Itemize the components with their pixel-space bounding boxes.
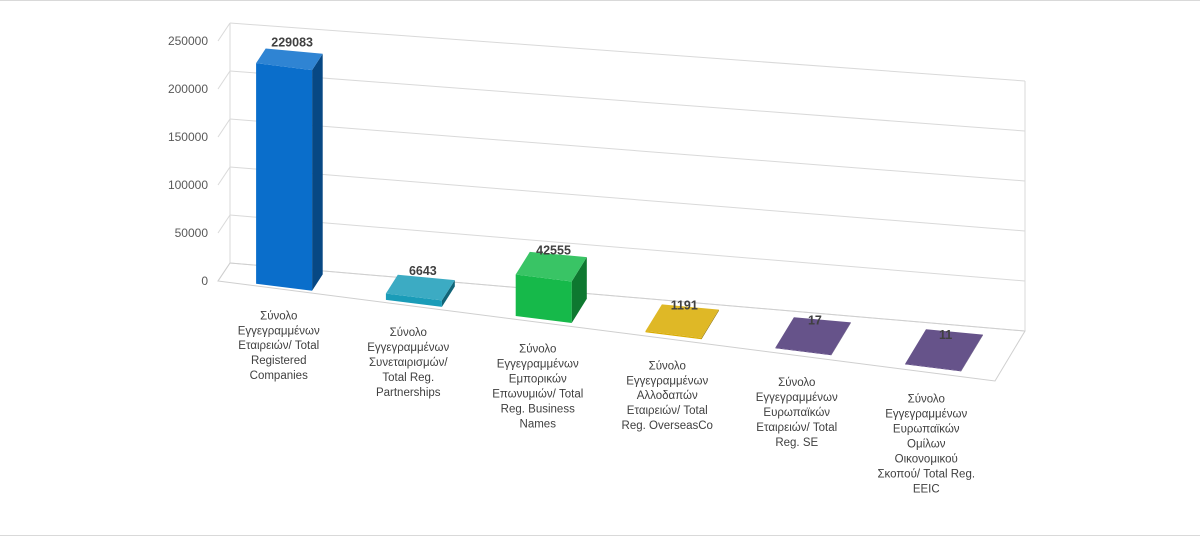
- category-label-line: Reg. OverseasCo: [622, 420, 713, 432]
- data-label: 11: [939, 328, 952, 342]
- bar-top: [905, 329, 983, 371]
- category-label: Σύνολο Εγγεγραμμένων Εμπορικών Επωνυμιών/ T…: [492, 344, 583, 431]
- category-label: Σύνολο Εγγεγραμμένων Συνεταιρισμών/Total R…: [367, 327, 449, 399]
- bar-top: [775, 317, 851, 355]
- category-label-line: Εγγεγραμμένων: [497, 359, 579, 371]
- y-tick-label: 50000: [175, 226, 209, 240]
- category-label-line: Εγγεγραμμένων: [367, 342, 449, 354]
- bar-side: [961, 334, 983, 372]
- category-label-line: Σύνολο: [908, 394, 945, 406]
- gridline: [229, 214, 1026, 282]
- category-label-line: Συνεταιρισμών/: [369, 357, 448, 369]
- category-label-line: Partnerships: [376, 387, 441, 399]
- bar: [645, 331, 702, 340]
- category-label-line: Εταιρειών/ Total: [756, 422, 837, 434]
- category-label-line: Σκοπού/ Total Reg.: [877, 468, 975, 480]
- category-label-line: Σύνολο: [260, 310, 297, 322]
- category-label-line: Ομίλων: [907, 439, 946, 451]
- category-label-line: Εγγεγραμμένων: [885, 409, 967, 421]
- side-gridline: [217, 166, 231, 186]
- gridline: [229, 118, 1026, 182]
- bar-top: [256, 48, 323, 71]
- bar-side: [441, 280, 455, 307]
- bar-side: [571, 257, 587, 323]
- category-label-line: Εγγεγραμμένων: [626, 375, 708, 387]
- data-label: 1191: [671, 298, 698, 312]
- side-gridline: [217, 70, 231, 90]
- y-tick-label: 200000: [168, 82, 208, 96]
- data-label: 229083: [271, 35, 313, 49]
- bar-side: [312, 53, 323, 291]
- y-tick-label: 150000: [168, 130, 208, 144]
- bar-top: [515, 251, 587, 282]
- category-label-line: Names: [520, 418, 557, 430]
- data-label: 17: [808, 314, 822, 328]
- category-label-line: Εταιρειών/ Total: [238, 340, 319, 352]
- bar: [905, 363, 962, 372]
- category-label: Σύνολο Εγγεγραμμένων Αλλοδαπών Εταιρειών/ T…: [622, 360, 713, 432]
- category-label-line: Οικονομικού: [895, 453, 958, 465]
- bar-top: [385, 274, 455, 301]
- category-label-line: Ευρωπαϊκών: [893, 424, 960, 436]
- bar: [775, 347, 832, 356]
- data-label: 42555: [536, 244, 571, 258]
- y-tick-label: 100000: [168, 178, 208, 192]
- category-label: Σύνολο Εγγεγραμμένων Ευρωπαϊκών Εταιρειών/ …: [756, 377, 838, 449]
- category-label-line: Σύνολο: [390, 327, 427, 339]
- y-tick-label: 0: [201, 274, 208, 288]
- category-label-line: Σύνολο: [649, 360, 686, 372]
- category-label-line: Registered: [251, 355, 307, 367]
- bar: [256, 63, 313, 291]
- category-label-line: Εγγεγραμμένων: [238, 325, 320, 337]
- category-label-line: Σύνολο: [519, 344, 556, 356]
- bar: [385, 293, 442, 307]
- category-label: Σύνολο Εγγεγραμμένων Εταιρειών/ Total Regis…: [238, 310, 320, 382]
- side-gridline: [217, 118, 231, 138]
- bar-side: [701, 309, 719, 340]
- side-gridline: [217, 22, 231, 42]
- gridline: [229, 70, 1026, 132]
- gridline: [229, 22, 1026, 82]
- bar: [515, 274, 572, 323]
- bar-side: [831, 322, 851, 356]
- category-label-line: Εταιρειών/ Total: [627, 405, 708, 417]
- y-tick-label: 250000: [168, 34, 208, 48]
- category-label-line: Εγγεγραμμένων: [756, 392, 838, 404]
- category-label-line: Companies: [250, 370, 308, 382]
- data-label: 6643: [409, 264, 437, 278]
- category-label-line: Reg. Business: [501, 403, 575, 415]
- category-label-line: EEIC: [913, 483, 940, 495]
- category-label-line: Εμπορικών: [509, 374, 567, 386]
- category-label-line: Σύνολο: [778, 377, 815, 389]
- category-label-line: Reg. SE: [775, 437, 818, 449]
- category-label-line: Ευρωπαϊκών: [763, 407, 830, 419]
- chart-floor: [217, 262, 1026, 382]
- side-gridline: [217, 214, 231, 234]
- category-label: Σύνολο Εγγεγραμμένων Ευρωπαϊκών Ομίλων Οικον…: [877, 394, 975, 496]
- category-label-line: Αλλοδαπών: [637, 390, 698, 402]
- bar-top: [645, 304, 719, 338]
- category-label-line: Επωνυμιών/ Total: [492, 389, 583, 401]
- category-label-line: Total Reg.: [382, 372, 434, 384]
- gridline: [229, 166, 1026, 232]
